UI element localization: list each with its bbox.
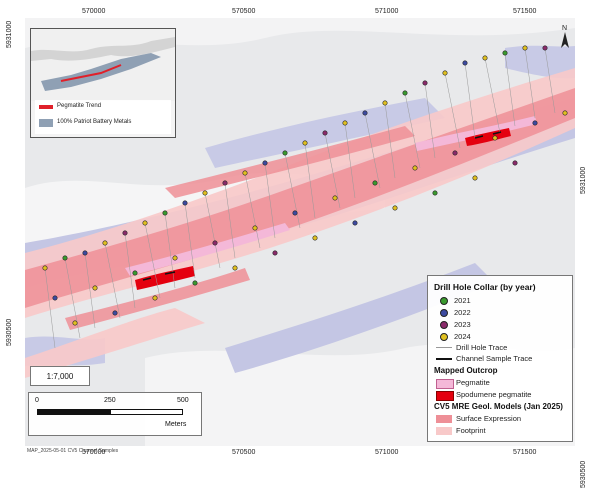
map-frame: 570000 570500 571000 571500 570000 57050…	[6, 8, 587, 488]
surface-expression-south	[65, 268, 250, 330]
legend-label-channel-trace: Channel Sample Trace	[456, 354, 533, 363]
coord-left-1: 5931000	[6, 20, 13, 48]
inset-legend-label-claims: 100% Patriot Battery Metals	[57, 119, 132, 125]
inset-legend: Pegmatite Trend 100% Patriot Battery Met…	[35, 100, 171, 134]
legend-label-pegmatite: Pegmatite	[456, 378, 490, 387]
map-credit: MAP_2025-05-01 CV5 Channel Samples	[27, 448, 119, 454]
scale-segment-1	[37, 409, 110, 415]
coord-bottom-4: 571500	[513, 449, 537, 456]
legend-swatch-spodumene	[436, 391, 454, 401]
north-arrow	[561, 32, 569, 48]
coord-top-3: 571000	[375, 8, 399, 15]
channel-sample-traces	[142, 131, 502, 281]
spodumene-outcrop-1	[135, 266, 195, 290]
scale-tick-250: 250	[104, 397, 116, 404]
legend-label-2023: 2023	[454, 320, 471, 329]
scale-ratio: 1:7,000	[30, 366, 90, 386]
drill-traces	[44, 47, 556, 349]
map-legend: Drill Hole Collar (by year) 2021 2022 20…	[427, 275, 573, 442]
scale-segment-2	[110, 409, 183, 415]
scale-tick-0: 0	[35, 397, 39, 404]
legend-label-2022: 2022	[454, 308, 471, 317]
coord-left-2: 5930500	[6, 318, 13, 346]
legend-swatch-channel-trace	[436, 358, 452, 360]
coord-top-2: 570500	[232, 8, 256, 15]
legend-label-2021: 2021	[454, 296, 471, 305]
inset-legend-swatch-trend	[39, 105, 53, 109]
legend-label-spodumene: Spodumene pegmatite	[456, 390, 532, 399]
drill-collars	[42, 45, 568, 326]
legend-label-drill-trace: Drill Hole Trace	[456, 343, 508, 352]
scale-unit: Meters	[165, 421, 187, 428]
surface-expression-north	[165, 126, 415, 198]
scale-tick-500: 500	[177, 397, 189, 404]
legend-model-title: CV5 MRE Geol. Models (Jan 2025)	[434, 402, 563, 411]
coord-top-1: 570000	[82, 8, 106, 15]
coord-top-4: 571500	[513, 8, 537, 15]
coord-right-2: 5930500	[580, 460, 587, 488]
lake-northeast	[505, 45, 575, 79]
pegmatite-outcrop-2	[415, 116, 537, 151]
pegmatite-outcrop-1	[125, 223, 290, 276]
coord-bottom-3: 571000	[375, 449, 399, 456]
inset-map: Pegmatite Trend 100% Patriot Battery Met…	[30, 28, 176, 138]
inset-canvas	[31, 29, 175, 101]
inset-legend-label-trend: Pegmatite Trend	[57, 103, 102, 109]
coord-bottom-2: 570500	[232, 449, 256, 456]
inset-pegmatite-trend	[60, 64, 122, 82]
coord-bottom-1: 570000	[82, 449, 106, 456]
legend-swatch-pegmatite	[436, 379, 454, 389]
legend-outcrop-title: Mapped Outcrop	[434, 366, 498, 375]
inset-legend-swatch-claims	[39, 119, 53, 127]
legend-label-footprint: Footprint	[456, 426, 486, 435]
legend-label-surface: Surface Expression	[456, 414, 522, 423]
coord-right-1: 5931000	[580, 166, 587, 194]
legend-swatch-2023	[440, 321, 448, 329]
legend-swatch-2022	[440, 309, 448, 317]
legend-collar-title: Drill Hole Collar (by year)	[434, 282, 536, 292]
footprint-southwest	[25, 308, 205, 378]
legend-swatch-footprint	[436, 427, 452, 435]
legend-swatch-surface	[436, 415, 452, 423]
legend-swatch-2021	[440, 297, 448, 305]
scale-bar: 0 250 500 Meters	[28, 392, 202, 436]
north-label: N	[562, 25, 567, 32]
legend-label-2024: 2024	[454, 332, 471, 341]
legend-swatch-2024	[440, 333, 448, 341]
legend-swatch-drill-trace	[436, 347, 452, 348]
